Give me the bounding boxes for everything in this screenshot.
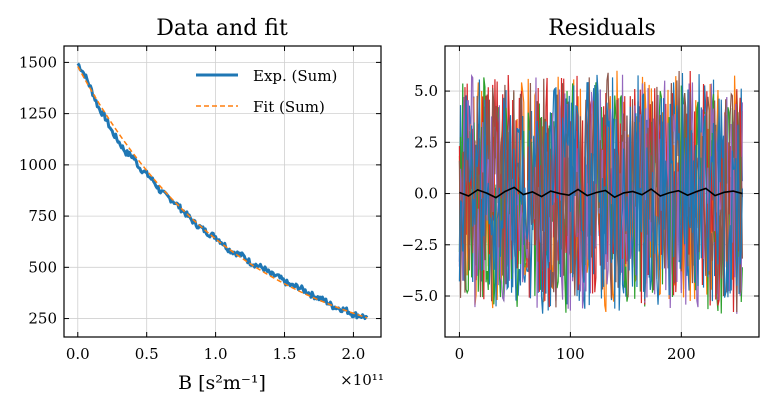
left-y-tick-label: 500	[28, 258, 57, 276]
right-y-tick-label: 5.0	[414, 82, 438, 100]
right-y-tick-label: −5.0	[402, 287, 438, 305]
left-x-offset-label: ×10¹¹	[340, 371, 384, 389]
right-y-tick-label: 0.0	[414, 185, 438, 203]
exp-sum-line	[76, 62, 369, 321]
right-ticks: 0 100 200 −5.0 −2.5 0.0 2.5 5.0	[402, 46, 759, 363]
left-y-tick-label: 1500	[19, 53, 57, 71]
left-y-tick-label: 750	[28, 207, 57, 225]
left-x-tick-label: 1.0	[204, 345, 228, 363]
left-x-tick-label: 0.5	[135, 345, 159, 363]
right-y-tick-label: −2.5	[402, 236, 438, 254]
left-x-axis-label: B [s²m⁻¹]	[178, 372, 266, 394]
left-gridlines	[64, 46, 381, 337]
left-y-tick-label: 250	[28, 310, 57, 328]
right-axes-frame	[444, 45, 760, 338]
fit-sum-line	[77, 66, 368, 319]
right-x-tick-label: 100	[556, 345, 585, 363]
left-y-tick-label: 1250	[19, 105, 57, 123]
left-panel: Data and fit 0.0 0.5 1.0 1.5 2.0 250 500 750 100…	[19, 16, 384, 394]
right-x-tick-label: 0	[455, 345, 465, 363]
legend-exp-label: Exp. (Sum)	[253, 67, 337, 85]
right-series	[458, 70, 743, 314]
mean-residual-line	[459, 186, 743, 199]
left-x-tick-label: 1.5	[273, 345, 297, 363]
left-series	[76, 62, 369, 321]
right-title: Residuals	[548, 16, 656, 41]
right-panel: Residuals 0 100 200 −5.0 −2.5 0.0 2.5 5.0	[402, 16, 760, 363]
legend-fit-label: Fit (Sum)	[253, 98, 325, 116]
left-title: Data and fit	[156, 16, 288, 41]
left-x-tick-label: 0.0	[66, 345, 90, 363]
left-y-tick-label: 1000	[19, 156, 57, 174]
left-ticks: 0.0 0.5 1.0 1.5 2.0 250 500 750 1000 1250 1500	[19, 46, 381, 363]
left-axes-frame	[63, 45, 382, 338]
residual-series-line	[458, 72, 743, 314]
right-x-tick-label: 200	[667, 345, 696, 363]
left-x-tick-label: 2.0	[342, 345, 366, 363]
right-y-tick-label: 2.5	[414, 133, 438, 151]
left-legend: Exp. (Sum) Fit (Sum)	[196, 67, 337, 116]
